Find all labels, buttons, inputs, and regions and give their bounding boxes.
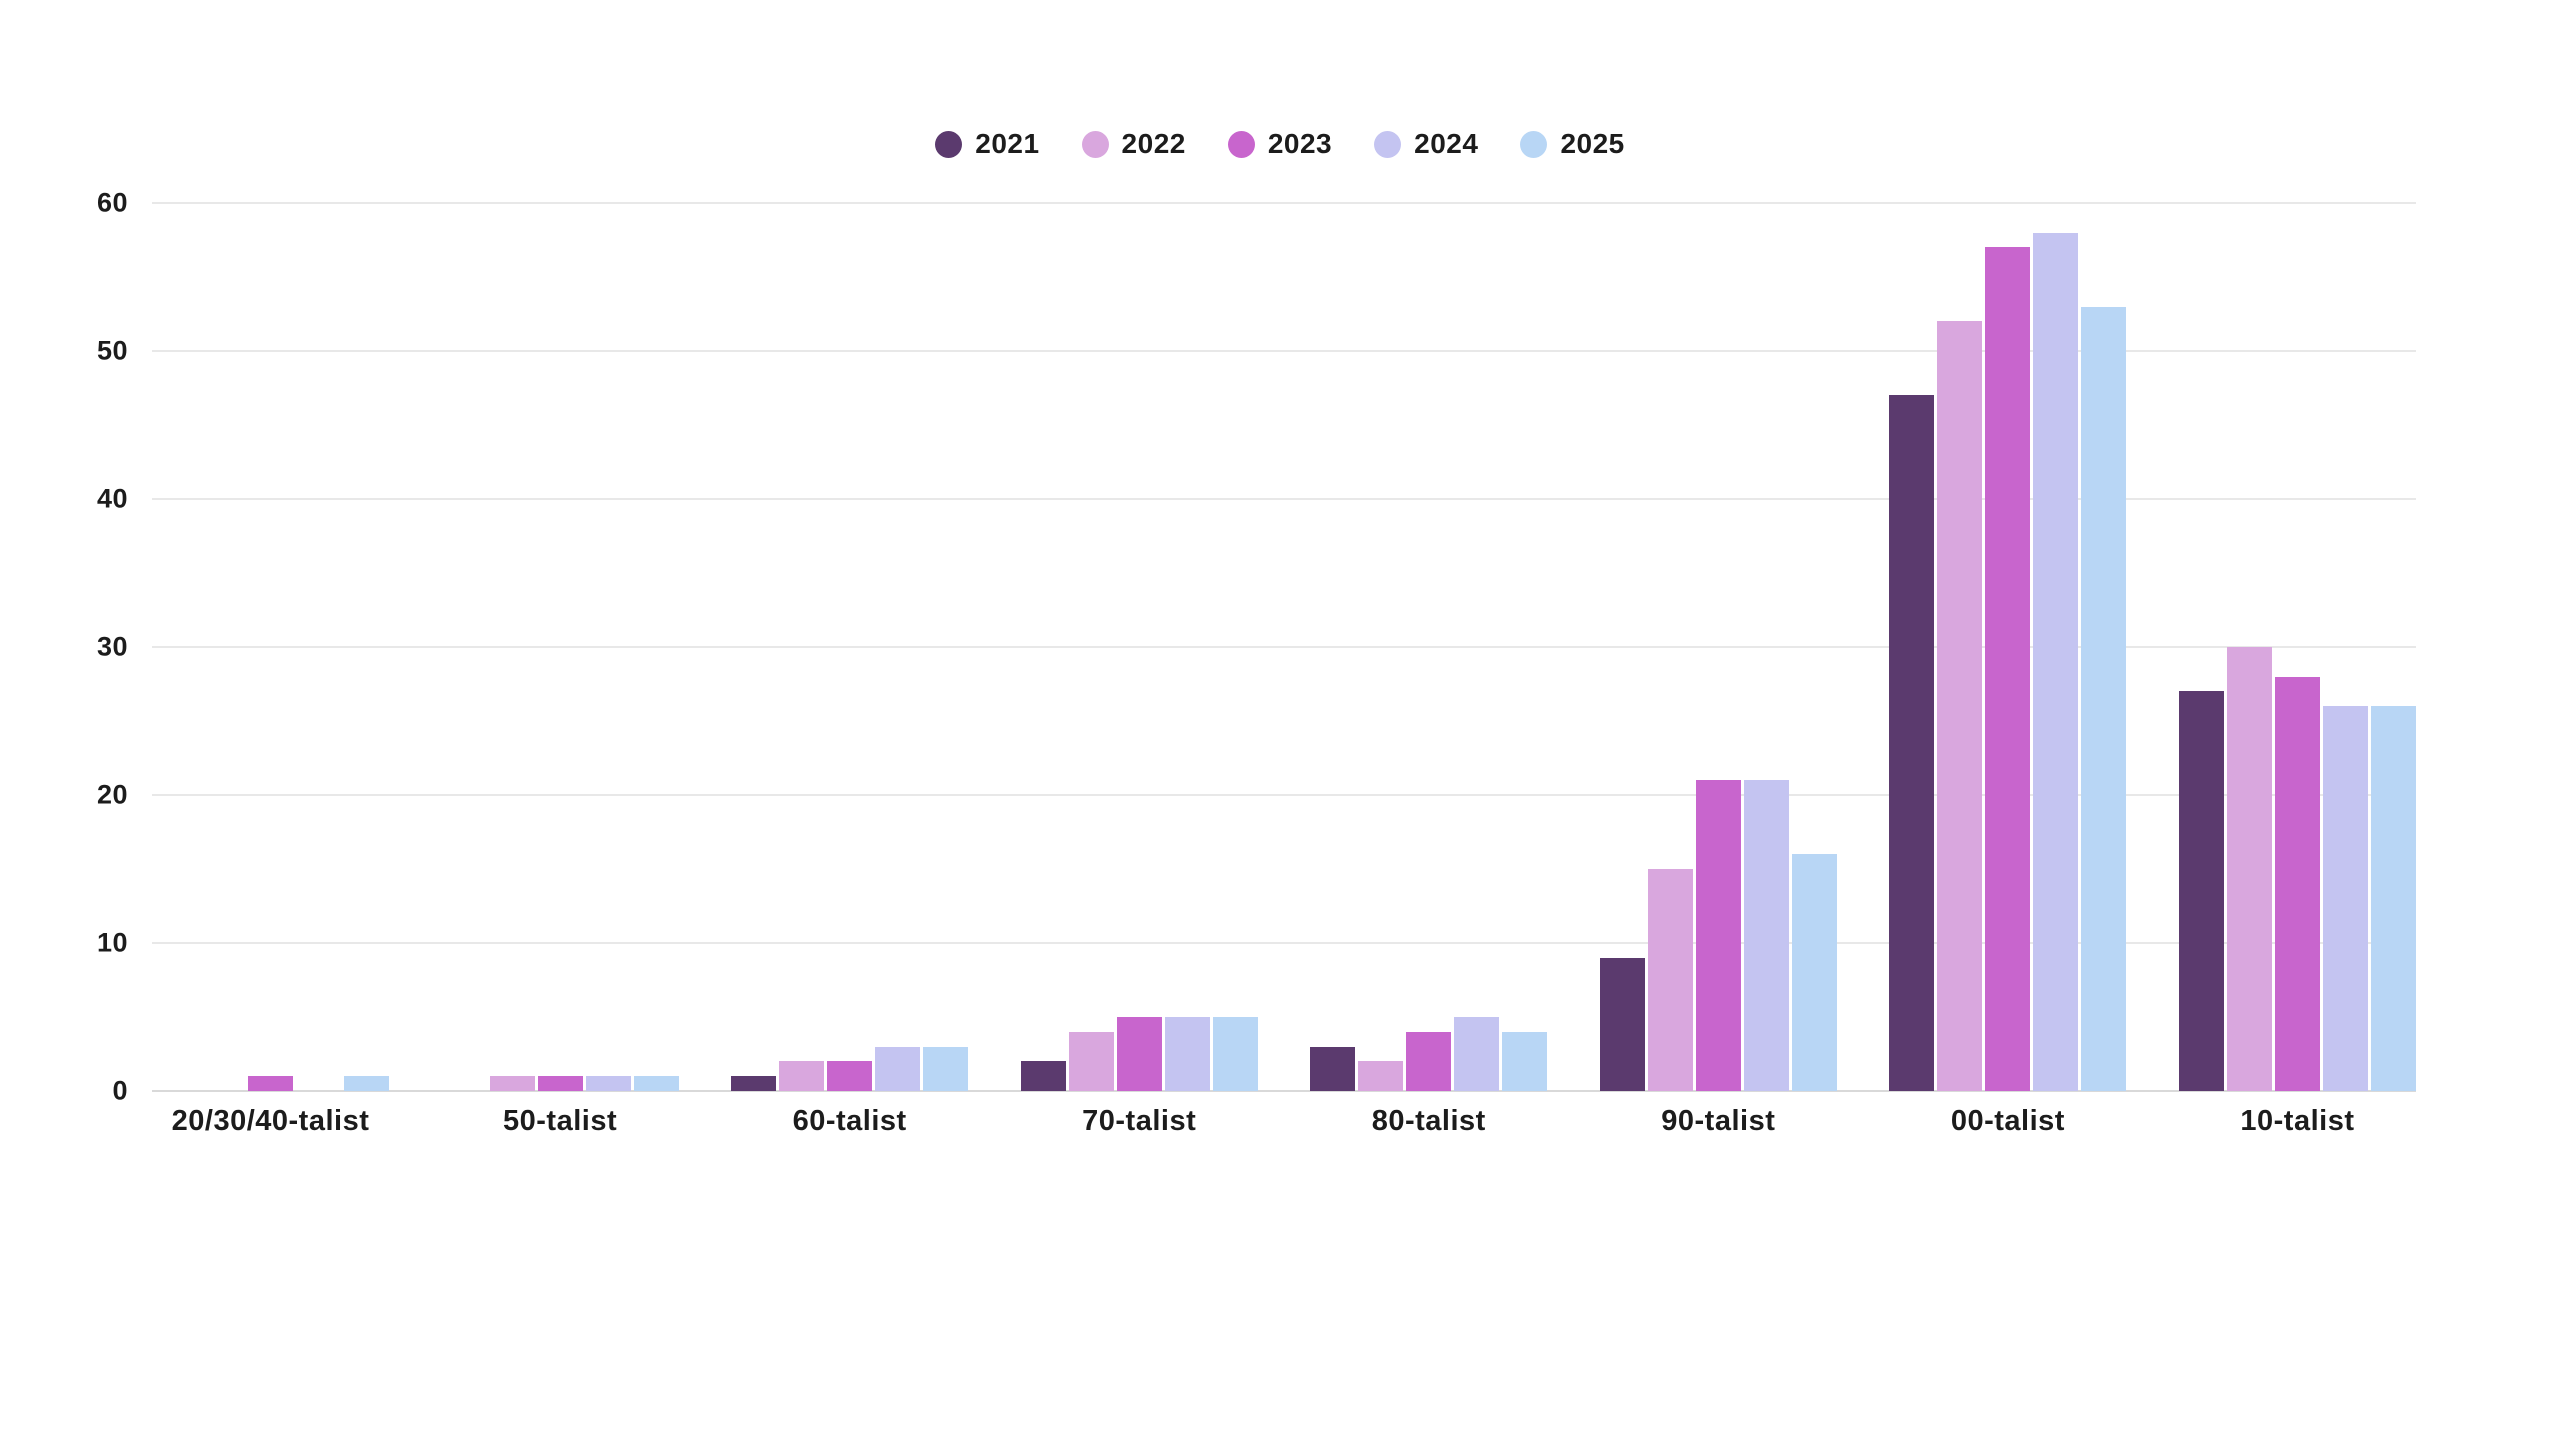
- bar-group-50-talist: 50-talist: [442, 203, 679, 1137]
- bar-2024-10-talist[interactable]: [2322, 706, 2368, 1091]
- plot-area: 20/30/40-talist 50-talist 60-talist 70-tali…: [152, 202, 2416, 1137]
- bar-2023-10-talist[interactable]: [2274, 676, 2320, 1091]
- legend-item-2021[interactable]: 2021: [935, 128, 1039, 160]
- bar-group-10-talist: 10-talist: [2178, 203, 2416, 1137]
- legend-label: 2023: [1267, 128, 1333, 159]
- bar-2021-00-talist[interactable]: [1889, 395, 1935, 1091]
- legend-dot-icon: [1374, 130, 1402, 158]
- bar-2022-50-talist[interactable]: [489, 1076, 535, 1091]
- gridline: [152, 350, 2416, 352]
- bar-2022-90-talist[interactable]: [1647, 869, 1693, 1091]
- legend-dot-icon: [935, 130, 963, 158]
- legend-dot-icon: [1081, 130, 1109, 158]
- legend-item-2023[interactable]: 2023: [1227, 128, 1333, 160]
- bar-2024-70-talist[interactable]: [1164, 1017, 1210, 1091]
- legend-label: 2022: [1121, 128, 1186, 159]
- bar-2025-90-talist[interactable]: [1791, 854, 1837, 1091]
- y-tick-label: 20: [96, 779, 128, 810]
- bar-2022-70-talist[interactable]: [1068, 1031, 1114, 1091]
- y-tick-label: 40: [96, 483, 128, 514]
- y-tick-label: 30: [96, 631, 128, 662]
- bar-2024-00-talist[interactable]: [2033, 232, 2079, 1091]
- bar-2021-80-talist[interactable]: [1310, 1046, 1356, 1091]
- x-axis-label: 60-talist: [792, 1105, 907, 1137]
- bar-2025-00-talist[interactable]: [2081, 306, 2127, 1091]
- legend-label: 2021: [975, 128, 1040, 159]
- bar-2025-10-talist[interactable]: [2370, 706, 2416, 1091]
- bar-2025-50-talist[interactable]: [633, 1076, 679, 1091]
- bar-2021-70-talist[interactable]: [1020, 1061, 1066, 1091]
- bar-2025-20/30/40-talist[interactable]: [344, 1076, 389, 1091]
- bar-2021-10-talist[interactable]: [2178, 691, 2224, 1091]
- bar-2022-10-talist[interactable]: [2226, 647, 2272, 1091]
- chart-legend: 2021 2022 2023 2024 2025: [0, 128, 2560, 160]
- bar-2023-70-talist[interactable]: [1116, 1017, 1162, 1091]
- bar-2021-90-talist[interactable]: [1599, 957, 1645, 1091]
- gridline: [152, 646, 2416, 648]
- bar-group-00-talist: 00-talist: [1889, 203, 2127, 1137]
- bar-group-80-talist: 80-talist: [1310, 203, 1548, 1137]
- legend-item-2022[interactable]: 2022: [1081, 128, 1186, 160]
- bar-2022-60-talist[interactable]: [779, 1061, 825, 1091]
- bar-2025-60-talist[interactable]: [923, 1046, 969, 1091]
- y-tick-label: 0: [112, 1075, 128, 1106]
- y-tick-label: 10: [96, 927, 128, 958]
- x-axis-label: 50-talist: [503, 1105, 618, 1137]
- y-tick-label: 50: [96, 335, 128, 366]
- x-axis-label: 20/30/40-talist: [171, 1105, 370, 1137]
- legend-dot-icon: [1227, 130, 1255, 158]
- bar-2022-80-talist[interactable]: [1358, 1061, 1404, 1091]
- bar-2024-90-talist[interactable]: [1743, 780, 1789, 1091]
- bar-2025-80-talist[interactable]: [1502, 1031, 1548, 1091]
- bar-group-90-talist: 90-talist: [1599, 203, 1837, 1137]
- bar-2023-00-talist[interactable]: [1985, 247, 2031, 1091]
- legend-item-2025[interactable]: 2025: [1520, 128, 1624, 160]
- bar-2024-60-talist[interactable]: [875, 1046, 921, 1091]
- legend-label: 2025: [1560, 128, 1625, 159]
- bar-groups: 20/30/40-talist 50-talist 60-talist 70-tali…: [152, 203, 2416, 1137]
- bar-group-60-talist: 60-talist: [731, 203, 969, 1137]
- bar-2024-50-talist[interactable]: [585, 1076, 631, 1091]
- bar-2023-80-talist[interactable]: [1406, 1031, 1452, 1091]
- legend-label: 2024: [1414, 128, 1479, 159]
- gridline: [152, 794, 2416, 797]
- bar-2023-90-talist[interactable]: [1695, 780, 1741, 1091]
- gridline: [152, 942, 2416, 945]
- gridline: [152, 202, 2416, 204]
- bar-group-20/30/40-talist: 20/30/40-talist: [152, 203, 389, 1137]
- bar-2023-50-talist[interactable]: [537, 1076, 583, 1091]
- bar-2023-60-talist[interactable]: [827, 1061, 873, 1091]
- y-axis: 0 10 20 30 40 50 60: [58, 188, 128, 1106]
- x-axis-baseline: [152, 1090, 2416, 1092]
- y-tick-label: 60: [96, 187, 128, 218]
- x-axis-label: 10-talist: [2240, 1105, 2355, 1137]
- legend-dot-icon: [1520, 130, 1548, 158]
- x-axis-label: 90-talist: [1661, 1105, 1776, 1137]
- legend-item-2024[interactable]: 2024: [1374, 128, 1478, 160]
- x-axis-label: 00-talist: [1950, 1105, 2065, 1137]
- bar-2025-70-talist[interactable]: [1212, 1017, 1258, 1091]
- bar-2023-20/30/40-talist[interactable]: [248, 1076, 293, 1091]
- x-axis-label: 70-talist: [1082, 1105, 1197, 1137]
- bar-2021-60-talist[interactable]: [731, 1076, 777, 1091]
- bar-2024-80-talist[interactable]: [1454, 1017, 1500, 1091]
- x-axis-label: 80-talist: [1371, 1105, 1486, 1137]
- gridline: [152, 498, 2416, 501]
- bar-group-70-talist: 70-talist: [1020, 203, 1258, 1137]
- bar-2022-00-talist[interactable]: [1937, 321, 1983, 1091]
